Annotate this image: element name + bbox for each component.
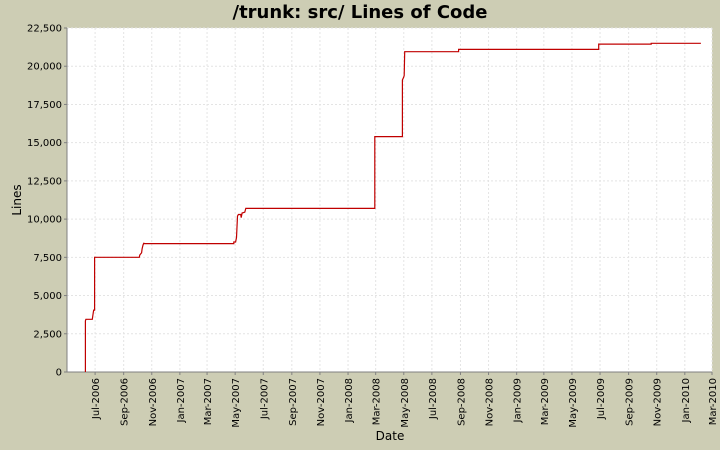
x-axis-label: Date	[376, 429, 405, 443]
x-ticks: Jul-2006 Sep-2006 Nov-2006 Jan-2007 Mar-2007…	[91, 372, 719, 428]
y-tick-label: 20,000	[27, 62, 62, 73]
y-tick-label: 22,500	[27, 24, 62, 35]
chart-title: /trunk: src/ Lines of Code	[232, 2, 488, 23]
x-tick-label: Jul-2006	[91, 378, 102, 420]
x-tick-label: Sep-2007	[288, 378, 299, 426]
x-tick-label: Nov-2007	[316, 378, 327, 426]
x-tick-label: Sep-2006	[120, 378, 131, 426]
x-tick-label: Jan-2010	[681, 378, 692, 423]
x-tick-label: Sep-2008	[456, 378, 467, 426]
y-tick-label: 15,000	[27, 138, 62, 149]
x-tick-label: Jan-2007	[176, 378, 187, 423]
y-tick-label: 5,000	[33, 291, 62, 302]
y-tick-label: 0	[56, 368, 62, 379]
x-tick-label: Jul-2008	[428, 378, 439, 420]
x-tick-label: Mar-2009	[540, 378, 551, 425]
y-tick-label: 2,500	[33, 329, 62, 340]
x-tick-label: Nov-2006	[148, 378, 159, 426]
y-axis-label: Lines	[10, 184, 24, 215]
x-tick-label: Jan-2009	[513, 378, 524, 423]
x-tick-label: Nov-2009	[653, 378, 664, 426]
x-tick-label: May-2009	[568, 378, 579, 428]
x-tick-label: May-2007	[231, 378, 242, 428]
x-tick-label: Nov-2008	[485, 378, 496, 426]
x-tick-label: Mar-2010	[708, 378, 719, 425]
x-tick-label: Sep-2009	[625, 378, 636, 426]
y-tick-label: 12,500	[27, 176, 62, 187]
x-tick-label: Jan-2008	[344, 378, 355, 423]
y-tick-label: 17,500	[27, 100, 62, 111]
x-tick-label: Mar-2008	[372, 378, 383, 425]
x-tick-label: Jul-2007	[259, 378, 270, 420]
x-tick-label: Jul-2009	[596, 378, 607, 420]
x-tick-label: Mar-2007	[203, 378, 214, 425]
grid	[67, 27, 713, 373]
plot-area	[67, 28, 712, 372]
y-tick-label: 7,500	[33, 253, 62, 264]
axes	[66, 28, 712, 373]
x-tick-label: May-2008	[400, 378, 411, 428]
y-ticks: 0 2,500 5,000 7,500 10,000 12,500 15,000 17,500…	[27, 24, 67, 379]
series-line	[84, 42, 701, 372]
y-tick-label: 10,000	[27, 215, 62, 226]
